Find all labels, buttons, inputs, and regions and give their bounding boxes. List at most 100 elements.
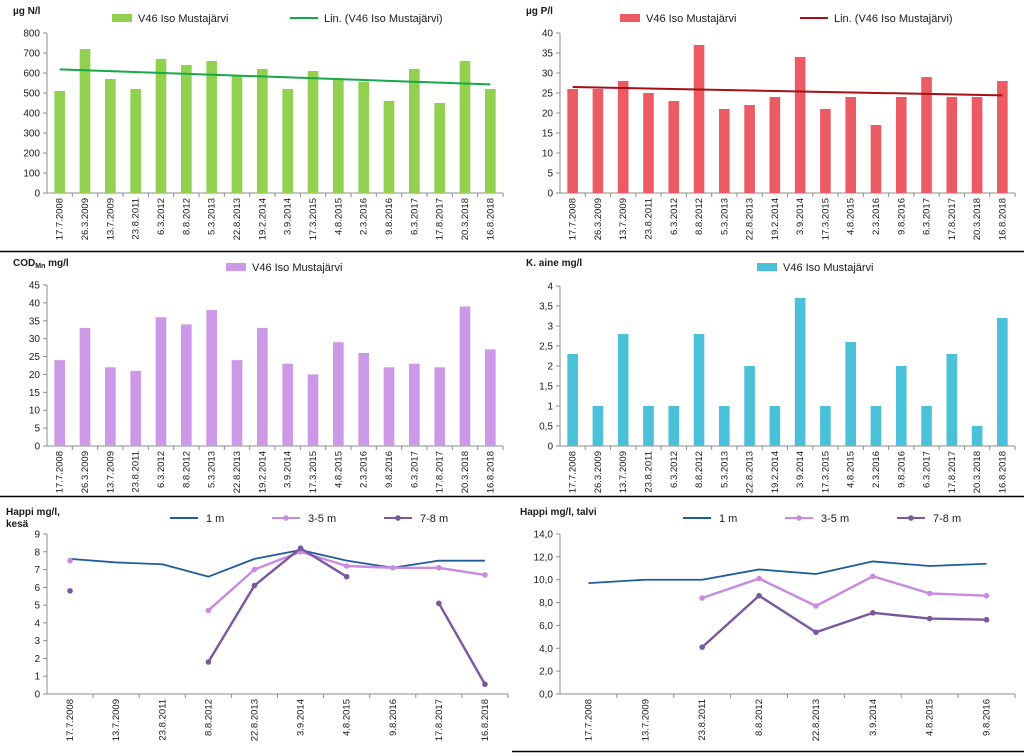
bar — [643, 406, 654, 446]
x-tick-label: 8.8.2012 — [203, 699, 214, 736]
x-tick-label: 17.7.2008 — [65, 699, 76, 741]
bar — [794, 57, 806, 193]
x-tick-label: 8.8.2012 — [181, 198, 192, 235]
bar — [870, 406, 882, 446]
data-point — [436, 600, 442, 607]
x-tick-label: 6.3.2017 — [409, 451, 420, 488]
data-point — [926, 590, 933, 597]
x-tick-label: 22.8.2013 — [745, 198, 756, 240]
x-tick-label: 23.8.2011 — [131, 451, 142, 493]
x-tick-label: 22.8.2013 — [232, 451, 243, 493]
x-tick-label: 4.8.2015 — [846, 451, 857, 488]
x-tick-label: 6.3.2017 — [409, 198, 420, 235]
trend-line — [59, 68, 491, 86]
oxygen-winter-chart: Happi mg/l, talvi 0,0 2,0 4,0 6,0 8,0 10,0 12,0… — [520, 507, 1016, 741]
x-tick-label: 4.8.2015 — [846, 198, 857, 235]
y-tick-label: 15 — [29, 388, 41, 399]
x-tick-label: 16.8.2018 — [997, 451, 1008, 493]
x-tick-label: 23.8.2011 — [697, 699, 708, 741]
y-tick-label: 4,0 — [539, 644, 553, 655]
y-axis-label: CODMn mg/l — [13, 258, 69, 270]
y-tick-label: 0 — [34, 442, 40, 453]
x-tick-label: 8.8.2012 — [694, 451, 705, 488]
y-tick-label: 35 — [29, 316, 41, 327]
data-point — [67, 557, 73, 564]
bar — [206, 61, 217, 193]
x-tick-label: 9.8.2016 — [384, 451, 395, 488]
y-tick-label: 35 — [542, 49, 554, 60]
x-tick-label: 2.3.2016 — [871, 451, 882, 488]
bar — [895, 97, 907, 193]
y-tick-label: 30 — [29, 334, 41, 345]
data-point — [251, 582, 258, 589]
x-tick-label: 13.7.2009 — [640, 699, 651, 741]
x-tick-label: 17.8.2017 — [435, 451, 446, 493]
solids-chart: K. aine mg/l 0 0,5 1 1,5 2 2,5 3 3,5 4 17.7.2008 26… — [526, 258, 1016, 493]
bar — [895, 366, 907, 446]
bar — [485, 89, 496, 193]
bar — [718, 109, 730, 193]
data-point — [343, 573, 350, 580]
x-tick-label: 16.8.2018 — [485, 198, 496, 240]
cod-chart: CODMn mg/l 0 5 10 15 20 25 30 35 40 45 17.7.2008 26.… — [13, 258, 504, 493]
bar — [567, 89, 578, 193]
legend-marker — [395, 515, 401, 521]
nitrogen-chart: µg N/l 0 100 200 300 400 500 600 700 800 17.7.2008… — [13, 6, 504, 240]
bar — [617, 81, 629, 193]
y-tick-label: 40 — [29, 298, 41, 309]
x-tick-label: 13.7.2009 — [105, 451, 116, 493]
bar — [155, 317, 167, 446]
series-line — [701, 575, 987, 608]
x-tick-label: 22.8.2013 — [232, 198, 243, 240]
series-line — [207, 547, 348, 663]
bar — [485, 349, 496, 446]
x-tick-label: 13.7.2009 — [111, 699, 122, 741]
y-axis-label: K. aine mg/l — [526, 258, 582, 269]
legend-marker — [283, 515, 289, 521]
bar — [358, 352, 369, 446]
x-tick-label: 20.3.2018 — [972, 198, 983, 240]
x-tick-label: 9.8.2016 — [384, 198, 395, 235]
x-tick-label: 20.3.2018 — [460, 451, 471, 493]
y-tick-label: 0 — [547, 442, 553, 453]
x-tick-label: 6.3.2012 — [669, 451, 680, 488]
x-tick-label: 20.3.2018 — [460, 198, 471, 240]
x-tick-label: 5.3.2013 — [207, 198, 218, 235]
x-tick-label: 17.3.2015 — [308, 451, 319, 493]
legend-label: V46 Iso Mustajärvi — [783, 262, 873, 274]
data-point — [297, 545, 304, 552]
x-tick-label: 3.9.2014 — [296, 699, 307, 736]
x-tick-label: 23.8.2011 — [131, 198, 142, 240]
x-tick-label: 19.2.2014 — [770, 198, 781, 240]
y-tick-label: 25 — [542, 89, 554, 100]
y-tick-label: 2,5 — [539, 342, 553, 353]
y-tick-label: 1,5 — [539, 382, 553, 393]
x-tick-label: 6.3.2012 — [156, 451, 167, 488]
bar — [617, 334, 629, 446]
y-tick-label: 4 — [547, 282, 553, 293]
x-tick-label: 3.9.2014 — [868, 699, 879, 736]
bar — [358, 82, 369, 193]
bar — [971, 426, 983, 446]
bar — [744, 105, 755, 193]
bar — [54, 360, 65, 446]
legend-label: 7-8 m — [420, 513, 448, 525]
x-tick-label: 23.8.2011 — [157, 699, 168, 741]
y-axis-label-line2: kesä — [6, 519, 29, 530]
y-tick-label: 9 — [34, 530, 40, 541]
trend-line — [572, 86, 1003, 97]
x-tick-label: 17.3.2015 — [820, 198, 831, 240]
y-axis-label: Happi mg/l, — [6, 507, 60, 518]
x-tick-label: 9.8.2016 — [896, 451, 907, 488]
bar — [383, 367, 395, 446]
x-tick-label: 22.8.2013 — [811, 699, 822, 741]
bar — [459, 306, 471, 446]
data-point — [756, 592, 762, 599]
x-tick-label: 19.2.2014 — [257, 451, 268, 493]
legend-swatch — [112, 14, 132, 22]
x-tick-label: 17.8.2017 — [947, 451, 958, 493]
bar — [921, 406, 932, 446]
bar — [231, 75, 243, 193]
x-tick-label: 13.7.2009 — [105, 198, 116, 240]
x-tick-label: 6.3.2017 — [922, 198, 933, 235]
